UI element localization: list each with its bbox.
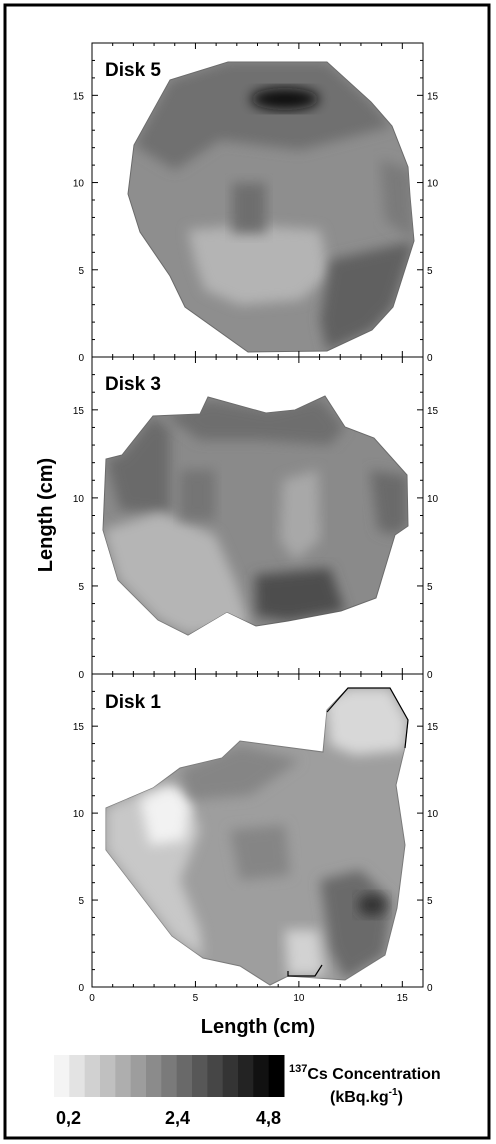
disk-5-region <box>320 241 414 351</box>
y-tick-label-right: 15 <box>427 406 439 417</box>
panel-label: Disk 5 <box>105 60 161 81</box>
legend-title-superscript: 137 <box>289 1063 307 1075</box>
y-tick-label: 5 <box>78 896 84 907</box>
disk-3-region <box>106 416 170 515</box>
disk-5-region <box>232 183 266 233</box>
y-tick-label: 15 <box>73 91 85 102</box>
y-axis-title: Length (cm) <box>35 458 57 572</box>
panel-label: Disk 3 <box>105 374 161 395</box>
y-tick-label: 10 <box>73 494 85 505</box>
legend-steps <box>54 1055 285 1097</box>
disk-3-region <box>370 470 408 535</box>
y-tick-label: 15 <box>73 722 85 733</box>
y-ticks-right: 0 5 10 15 <box>417 356 439 681</box>
legend-unit-main: (kBq.kg <box>330 1089 389 1106</box>
legend-step <box>207 1055 224 1097</box>
y-tick-label: 10 <box>73 809 85 820</box>
legend-unit-superscript: -1 <box>389 1087 398 1098</box>
x-tick-label: 15 <box>397 993 409 1004</box>
disk-5-region <box>251 88 319 110</box>
disk-1-outline <box>287 964 323 977</box>
y-ticks-right: 0 5 10 15 <box>417 42 439 364</box>
y-tick-label: 0 <box>78 983 84 994</box>
y-ticks-left: 0 5 10 15 <box>73 356 98 681</box>
legend-step <box>176 1055 193 1097</box>
y-tick-label-right: 10 <box>427 494 439 505</box>
panel-disk-5: Disk 5 0 5 10 15 0 5 10 15 <box>73 42 439 364</box>
y-ticks-left: 0 5 10 15 <box>73 673 98 994</box>
y-tick-label-right: 15 <box>427 91 439 102</box>
y-tick-label-right: 0 <box>427 353 433 364</box>
outer-border <box>3 3 491 1140</box>
y-tick-label: 10 <box>73 179 85 190</box>
disk-1-region <box>285 930 325 976</box>
panel-label: Disk 1 <box>105 692 161 713</box>
y-tick-label: 5 <box>78 266 84 277</box>
legend-tick-1: 2,4 <box>165 1108 190 1128</box>
y-tick-label-right: 15 <box>427 722 439 733</box>
y-tick-label-right: 0 <box>427 983 433 994</box>
panel-disk-1: Disk 1 0 5 10 15 0 5 10 15 0 5 10 15 <box>73 673 439 1004</box>
x-tick-label: 5 <box>193 993 199 1004</box>
legend: 0,2 2,4 4,8 137Cs Concentration (kBq.kg-… <box>54 1055 441 1128</box>
legend-step <box>253 1055 270 1097</box>
disk-5-region <box>380 160 414 240</box>
disk-1-field <box>106 688 408 980</box>
y-ticks-right: 0 5 10 15 <box>417 673 439 994</box>
legend-step <box>100 1055 116 1097</box>
x-axis-title: Length (cm) <box>201 1016 315 1038</box>
y-ticks-left: 0 5 10 15 <box>73 42 98 364</box>
legend-step <box>130 1055 147 1097</box>
x-ticks: 0 5 10 15 <box>89 993 408 1004</box>
legend-step <box>54 1055 70 1097</box>
disk-3-region <box>103 512 250 635</box>
y-tick-label-right: 10 <box>427 179 439 190</box>
x-tick-label: 0 <box>89 993 95 1004</box>
legend-title-main: Cs Concentration <box>307 1066 440 1083</box>
disk-3-region <box>255 568 345 621</box>
y-tick-label-right: 5 <box>427 896 433 907</box>
disk-3-region <box>280 470 320 560</box>
legend-tick-0: 0,2 <box>56 1108 81 1128</box>
legend-step <box>84 1055 101 1097</box>
disk-3-field <box>103 398 408 635</box>
disk-1-outline <box>326 687 409 749</box>
x-tick-label: 10 <box>293 993 305 1004</box>
disk-5-region <box>188 225 330 305</box>
legend-step <box>115 1055 132 1097</box>
y-tick-label: 15 <box>73 406 85 417</box>
y-tick-label-right: 5 <box>427 582 433 593</box>
panel-disk-3: Disk 3 0 5 10 15 0 5 10 15 <box>73 356 439 681</box>
disk-3-region <box>180 470 215 520</box>
disk-5-field <box>134 62 414 351</box>
legend-step <box>238 1055 254 1097</box>
y-tick-label-right: 5 <box>427 266 433 277</box>
legend-step <box>222 1055 239 1097</box>
disk-1-region <box>140 785 190 845</box>
y-tick-label: 0 <box>78 353 84 364</box>
disk-1-region <box>358 894 386 916</box>
y-tick-label-right: 0 <box>427 670 433 681</box>
y-tick-label-right: 10 <box>427 809 439 820</box>
legend-step <box>192 1055 208 1097</box>
legend-step <box>146 1055 162 1097</box>
legend-step <box>268 1055 285 1097</box>
legend-tick-2: 4,8 <box>256 1108 281 1128</box>
legend-title: 137Cs Concentration <box>289 1063 441 1083</box>
disk-5-region <box>134 62 392 170</box>
disk-3-region <box>165 398 345 445</box>
legend-unit-close: ) <box>398 1089 403 1106</box>
disk-1-region <box>325 688 408 755</box>
legend-step <box>69 1055 86 1097</box>
disk-1-region <box>230 825 290 880</box>
y-tick-label: 0 <box>78 670 84 681</box>
legend-unit: (kBq.kg-1) <box>330 1087 403 1106</box>
legend-step <box>161 1055 178 1097</box>
y-tick-label: 5 <box>78 582 84 593</box>
